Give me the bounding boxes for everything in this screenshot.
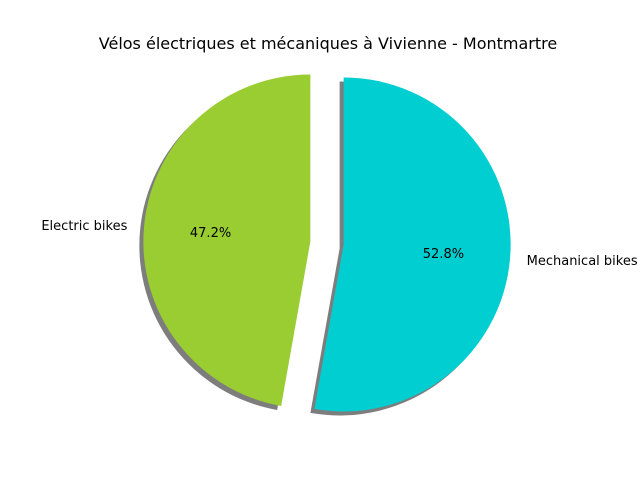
pie-slice-electric-bikes [143,74,311,406]
pie-slice-mechanical-bikes [314,77,511,412]
slice-percent-mechanical-bikes: 52.8% [423,247,464,262]
label-layer: Electric bikes 47.2% Mechanical bikes 52.8% [41,219,637,269]
slice-label-electric-bikes: Electric bikes [41,219,127,234]
slice-percent-electric-bikes: 47.2% [190,226,231,241]
chart-title: Vélos électriques et mécaniques à Vivien… [99,34,557,53]
slice-label-mechanical-bikes: Mechanical bikes [527,254,638,269]
slice-layer [143,74,511,412]
